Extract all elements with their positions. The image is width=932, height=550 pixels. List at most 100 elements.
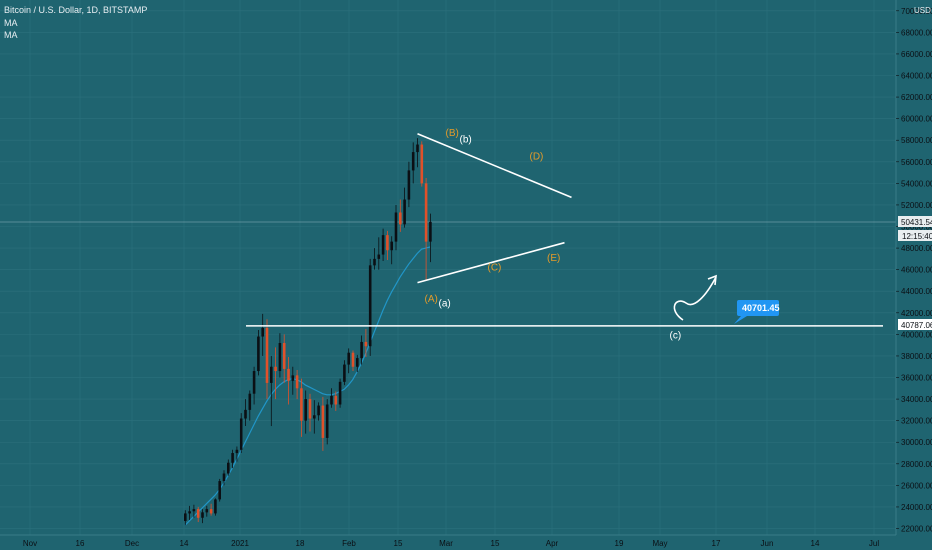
support-price-value: 40787.06 xyxy=(901,321,932,330)
candle-body xyxy=(257,336,260,372)
candle-body xyxy=(248,393,252,410)
candle xyxy=(227,459,230,476)
time-axis-label: 19 xyxy=(615,539,624,548)
wedge-lower-line[interactable] xyxy=(417,241,565,284)
countdown-value: 12:15:40 xyxy=(902,232,932,241)
candle xyxy=(282,334,286,383)
candle xyxy=(317,402,320,421)
candle-body xyxy=(270,366,273,383)
candle xyxy=(424,177,428,281)
candle xyxy=(239,413,243,454)
wave-labels-layer: (B)(b) (D) (C) (E) (A) (a) (c) xyxy=(425,128,682,342)
candle xyxy=(377,237,381,270)
drawings-layer[interactable] xyxy=(246,133,883,327)
candle xyxy=(231,449,234,469)
candle xyxy=(356,354,359,373)
indicator-ma-1[interactable]: MA xyxy=(4,18,18,28)
candle-body xyxy=(351,352,355,367)
candle xyxy=(373,248,376,270)
time-axis-label: 14 xyxy=(811,539,820,548)
candle-body xyxy=(218,481,221,500)
candle xyxy=(222,470,226,486)
candle-body xyxy=(407,170,411,200)
candle xyxy=(244,399,247,427)
wedge-upper-line[interactable] xyxy=(417,133,572,199)
candle xyxy=(368,258,372,356)
candle xyxy=(347,348,350,374)
candle-body xyxy=(403,199,406,225)
current-price-tag xyxy=(898,216,932,227)
candle xyxy=(295,369,299,400)
moving-average-line xyxy=(184,246,431,526)
candle-body xyxy=(278,343,282,372)
candle-body xyxy=(377,254,381,259)
time-axis-label: Feb xyxy=(342,539,356,548)
price-axis-label: 34000.00 xyxy=(901,395,932,404)
candle-body xyxy=(201,512,204,518)
current-price-value: 50431.54 xyxy=(901,218,932,227)
candle xyxy=(390,236,393,265)
projection-arrow-icon[interactable] xyxy=(673,276,717,321)
time-axis-label: Nov xyxy=(23,539,37,548)
time-axis-label: 15 xyxy=(491,539,500,548)
price-axis-background xyxy=(896,0,932,550)
price-axis-label: 40000.00 xyxy=(901,330,932,339)
candle-body xyxy=(386,235,389,251)
moving-average-layer xyxy=(184,246,431,526)
candle-body xyxy=(205,509,209,513)
candle xyxy=(411,142,415,184)
candle-body xyxy=(196,509,200,518)
candle xyxy=(343,360,346,386)
candle xyxy=(304,390,307,434)
candle-body xyxy=(300,388,303,421)
candle-body xyxy=(330,395,333,405)
price-axis[interactable]: 22000.00 24000.00 26000.00 28000.00 30000.00… xyxy=(896,7,932,534)
candle xyxy=(381,228,385,262)
candle xyxy=(429,213,432,263)
price-axis-label: 58000.00 xyxy=(901,136,932,145)
indicator-ma-2[interactable]: MA xyxy=(4,30,18,40)
candles-layer xyxy=(184,138,432,526)
price-axis-label: 22000.00 xyxy=(901,525,932,534)
time-axis-label: Dec xyxy=(125,539,139,548)
time-axis-label: Jun xyxy=(761,539,774,548)
candle-body xyxy=(295,375,299,389)
candle-body xyxy=(308,399,312,419)
candle-body xyxy=(287,368,290,381)
candle xyxy=(420,141,424,187)
price-axis-label: 44000.00 xyxy=(901,287,932,296)
time-axis-label: 18 xyxy=(296,539,305,548)
candle-body xyxy=(239,418,243,450)
candle-body xyxy=(390,241,393,251)
price-axis-label: 52000.00 xyxy=(901,201,932,210)
candle xyxy=(360,335,363,365)
target-price-callout[interactable]: 40701.45 xyxy=(734,300,780,324)
candle xyxy=(192,504,196,518)
candle-body xyxy=(231,453,234,463)
price-axis-label: 50000.00 xyxy=(901,223,932,232)
price-axis-label: 26000.00 xyxy=(901,481,932,490)
candle-body xyxy=(291,375,295,381)
price-axis-label: 68000.00 xyxy=(901,28,932,37)
candle-body xyxy=(411,152,415,171)
price-axis-label: 70000.00 xyxy=(901,7,932,16)
candle xyxy=(252,366,256,405)
candle-body xyxy=(209,509,213,514)
symbol-title[interactable]: Bitcoin / U.S. Dollar, 1D, BITSTAMP xyxy=(4,5,147,15)
candle xyxy=(394,204,398,251)
candle xyxy=(313,400,316,434)
candle-body xyxy=(313,415,316,419)
price-axis-label: 38000.00 xyxy=(901,352,932,361)
projection-arrow-head-icon xyxy=(707,274,717,286)
candle xyxy=(321,396,325,451)
candle xyxy=(235,446,239,462)
price-axis-label: 32000.00 xyxy=(901,417,932,426)
candle-body xyxy=(282,343,286,369)
time-axis[interactable]: Nov 16 Dec 14 2021 18 Feb 15 Mar 15 Apr 19 May 17 Jun 1… xyxy=(23,539,879,548)
candle xyxy=(214,498,217,516)
target-price-callout-box xyxy=(737,300,779,316)
candle-body xyxy=(235,449,239,454)
target-price-callout-text: 40701.45 xyxy=(742,303,780,313)
time-axis-label: 17 xyxy=(712,539,721,548)
